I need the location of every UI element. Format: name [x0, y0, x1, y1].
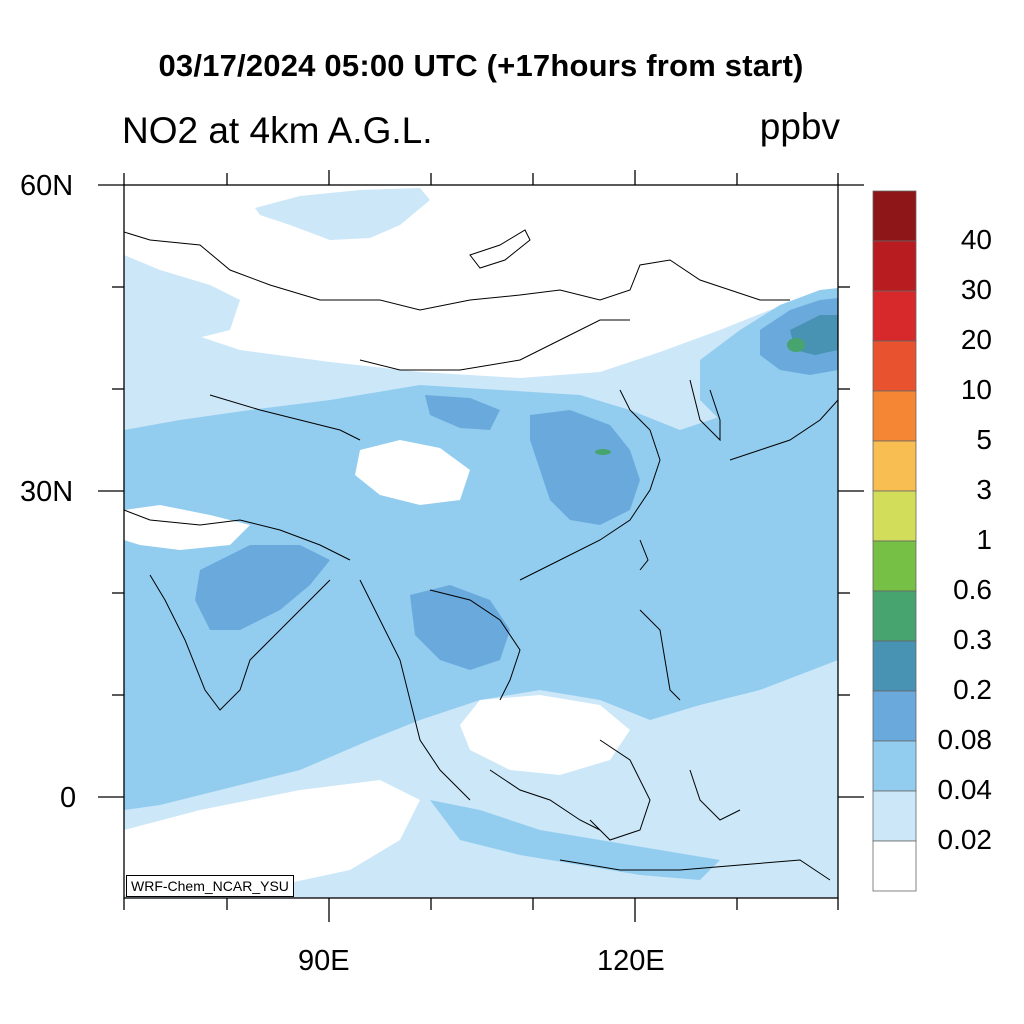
colorbar-label: 40 [960, 224, 992, 255]
colorbar-swatch [872, 440, 917, 492]
colorbar-swatch [872, 490, 917, 542]
lat-label-30n: 30N [20, 476, 74, 508]
colorbar-swatch [872, 540, 917, 592]
colorbar-label: 10 [960, 374, 992, 405]
colorbar-label: 5 [976, 424, 992, 455]
colorbar-swatch [872, 240, 917, 292]
contour-level-004-south [430, 800, 720, 880]
contour-level-03-b [595, 449, 611, 455]
lat-label-equator: 0 [60, 782, 77, 814]
lat-label-60n: 60N [20, 170, 74, 202]
coastlines [124, 229, 838, 881]
colorbar-swatch [872, 340, 917, 392]
units-label: ppbv [759, 106, 840, 147]
clean-air-ocean [460, 695, 630, 775]
contour-level-002-west [124, 255, 240, 340]
contour-level-008-indochina [410, 585, 510, 670]
colorbar-swatch [872, 390, 917, 442]
tick-marks [98, 170, 864, 922]
variable-subtitle: NO2 at 4km A.G.L. [122, 110, 433, 151]
clean-air-tibet [355, 440, 470, 505]
colorbar-label: 0.6 [953, 574, 992, 605]
colorbar-label: 0.02 [937, 824, 993, 855]
colorbar-label: 3 [976, 474, 992, 505]
clean-air-west [124, 505, 250, 550]
colorbar-label: 0.2 [953, 674, 992, 705]
colorbar-swatch [872, 640, 917, 692]
colorbar-label: 30 [960, 274, 992, 305]
map-title: 03/17/2024 05:00 UTC (+17hours from star… [158, 48, 804, 83]
contour-level-004 [124, 370, 838, 810]
colorbar-swatch [872, 690, 917, 742]
model-credit: WRF-Chem_NCAR_YSU [126, 875, 294, 897]
contour-level-002-north [255, 188, 430, 240]
contour-level-008-india [195, 545, 330, 630]
colorbar [872, 190, 917, 892]
contour-level-008-china [530, 410, 640, 525]
contour-level-008-gobi [425, 395, 500, 430]
colorbar-label: 1 [976, 524, 992, 555]
colorbar-swatch [872, 840, 917, 892]
colorbar-label: 0.3 [953, 624, 992, 655]
colorbar-swatch [872, 290, 917, 342]
clean-air-south [124, 780, 420, 895]
colorbar-label: 20 [960, 324, 992, 355]
contour-level-03 [787, 338, 805, 352]
lon-label-120e: 120E [597, 945, 665, 977]
colorbar-swatch [872, 190, 917, 242]
no2-contour-field [124, 185, 838, 898]
lon-label-90e: 90E [298, 945, 350, 977]
colorbar-label: 0.08 [937, 724, 993, 755]
colorbar-label: 0.04 [937, 774, 993, 805]
map-frame [123, 184, 839, 899]
colorbar-swatch [872, 740, 917, 792]
